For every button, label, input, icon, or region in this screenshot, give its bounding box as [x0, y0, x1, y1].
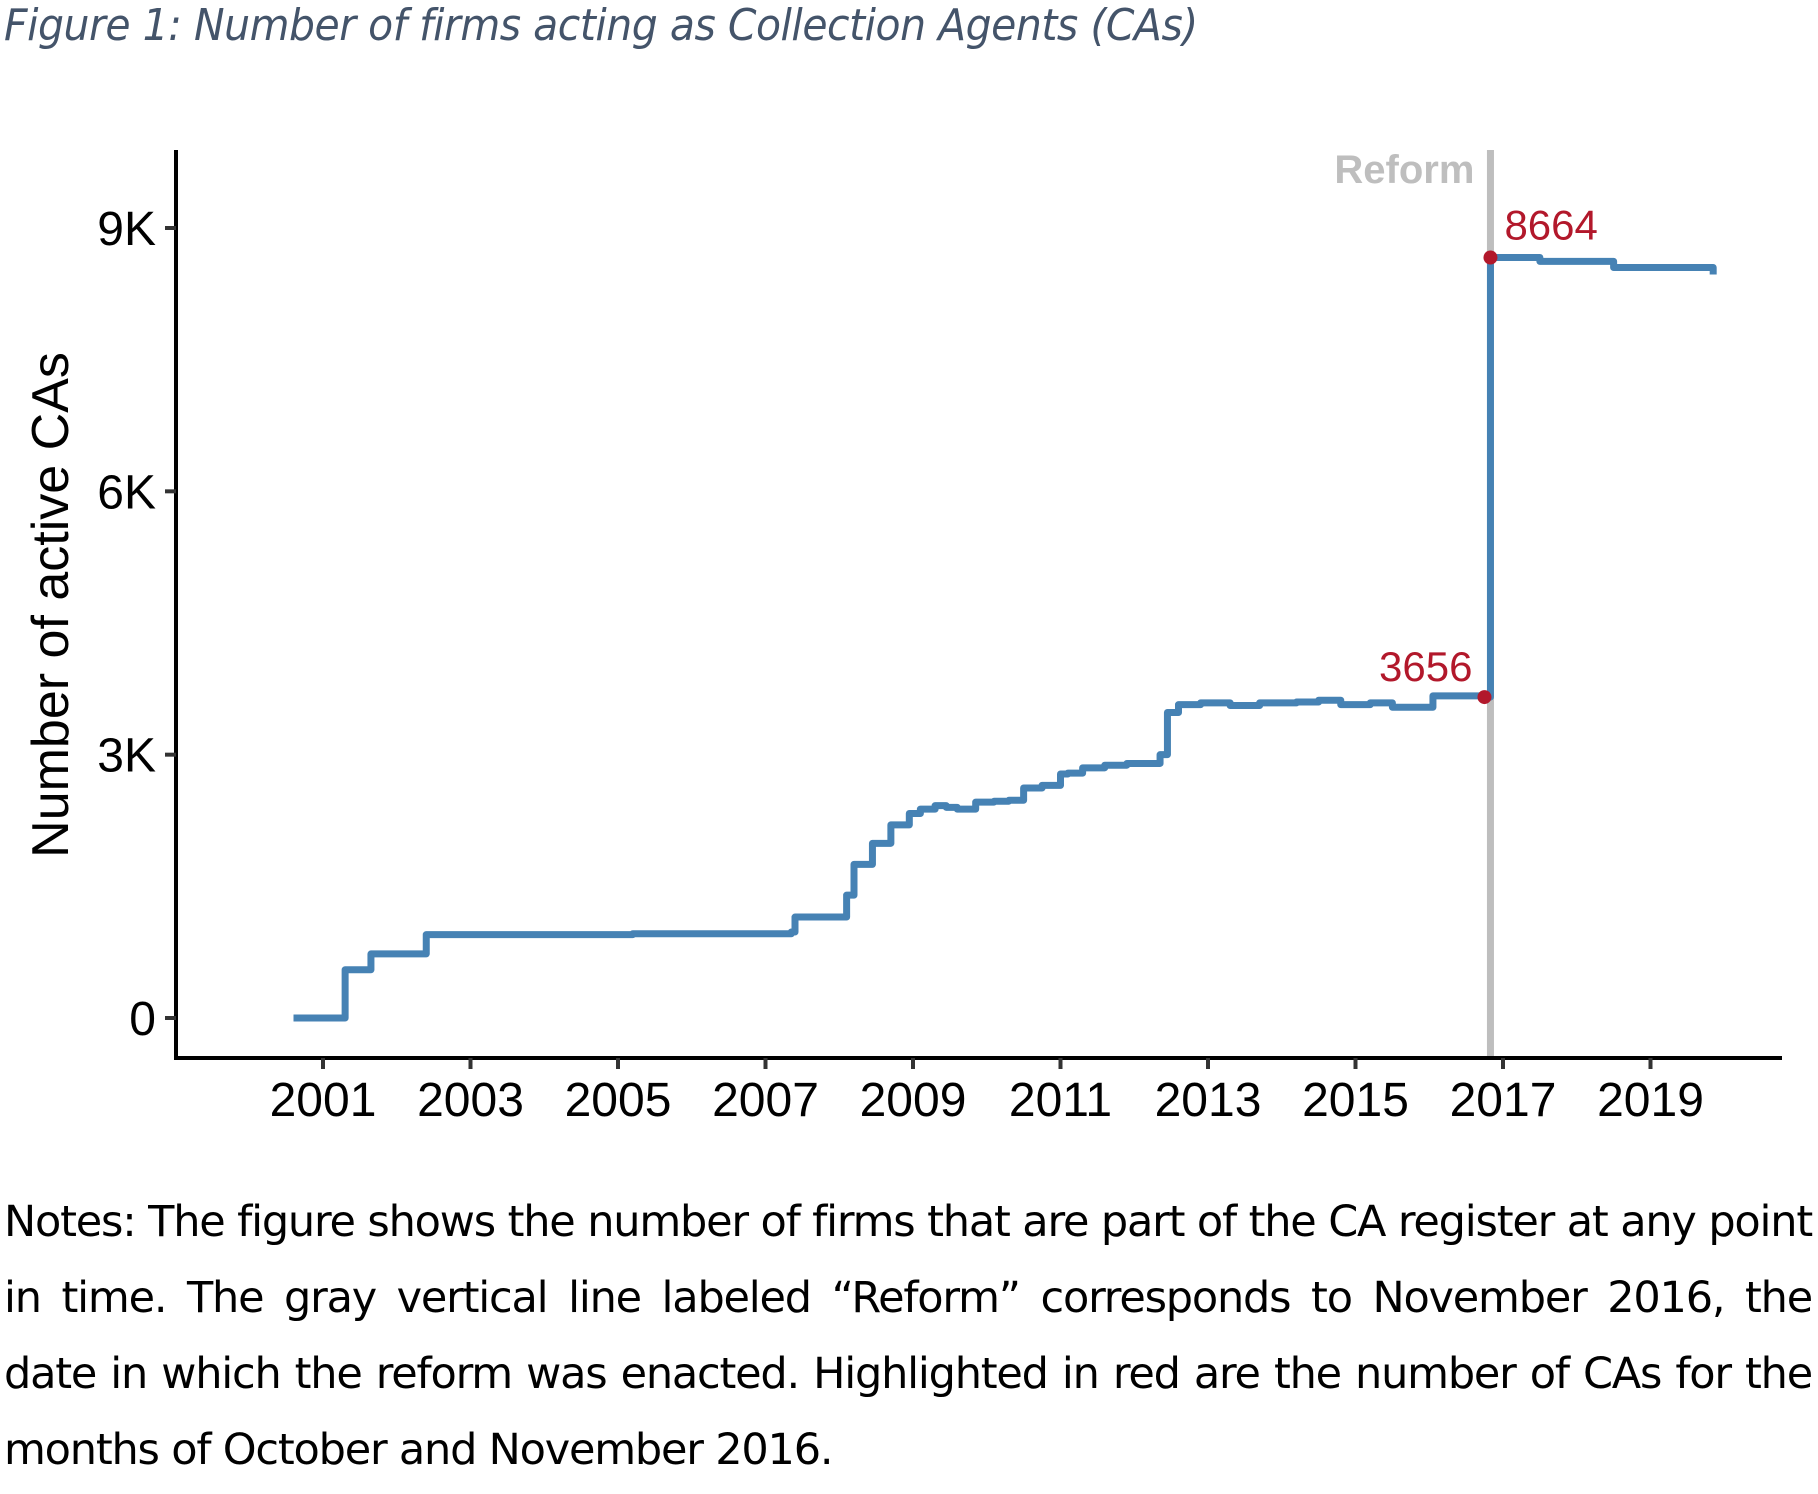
highlight-label: 8664 [1504, 201, 1597, 248]
y-tick-label: 3K [97, 730, 156, 783]
x-tick-label: 2011 [1009, 1074, 1112, 1127]
figure-title: Figure 1: Number of firms acting as Coll… [4, 0, 1198, 51]
series-line-0 [293, 253, 1717, 1022]
series-layer [293, 253, 1717, 1022]
highlight-label: 3656 [1379, 643, 1472, 690]
y-tick-label: 0 [129, 993, 156, 1046]
reform-layer: Reform [1334, 148, 1494, 1056]
y-tick-label: 6K [97, 466, 156, 519]
x-ticks: 2001 2003 2005 2007 2009 2011 2013 2015 2017 2019 [270, 1058, 1704, 1127]
x-tick-label: 2013 [1155, 1074, 1262, 1127]
x-tick-label: 2007 [712, 1074, 819, 1127]
highlight-point [1477, 690, 1492, 705]
x-tick-label: 2009 [860, 1074, 967, 1127]
x-tick-label: 2019 [1597, 1074, 1704, 1127]
reform-label: Reform [1334, 148, 1474, 192]
y-tick-label: 9K [97, 203, 156, 256]
x-tick-label: 2003 [417, 1074, 524, 1127]
x-tick-label: 2015 [1302, 1074, 1409, 1127]
y-axis-title: Number of active CAs [22, 352, 80, 858]
highlight-layer: 3656 8664 [1379, 201, 1598, 705]
highlight-point [1483, 250, 1498, 265]
figure-notes: Notes: The figure shows the number of fi… [4, 1197, 1813, 1475]
x-tick-label: 2001 [270, 1074, 377, 1127]
y-ticks: 0 3K 6K 9K [97, 203, 176, 1046]
x-tick-label: 2005 [565, 1074, 672, 1127]
axes-layer [174, 150, 1782, 1060]
x-tick-label: 2017 [1450, 1074, 1557, 1127]
